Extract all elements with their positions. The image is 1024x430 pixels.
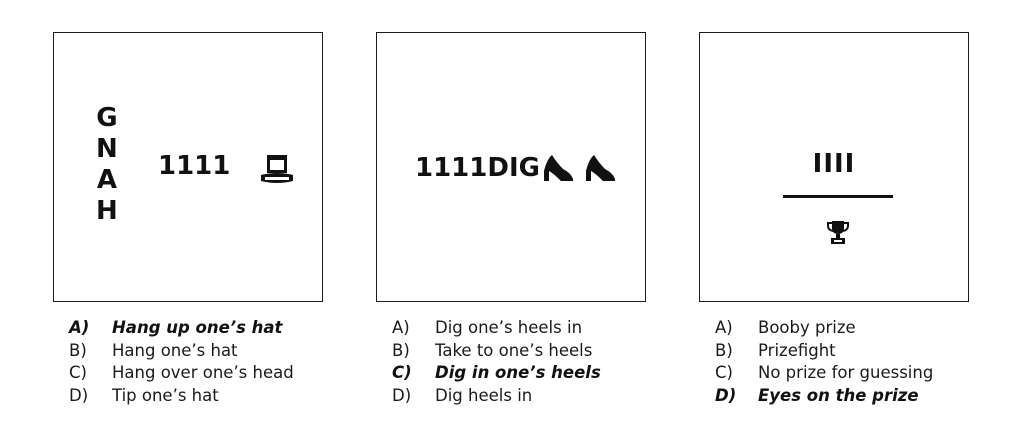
puzzle-panel-2: 1111DIG [376, 32, 646, 302]
option-item[interactable]: D) Dig heels in [392, 385, 601, 408]
option-item-correct[interactable]: D) Eyes on the prize [715, 385, 933, 408]
option-text: Hang over one’s head [112, 363, 294, 382]
trophy-icon [827, 221, 849, 244]
option-text: Dig in one’s heels [435, 363, 601, 382]
option-letter: A) [715, 318, 733, 337]
high-heel-icon [543, 155, 573, 181]
options-list-1: A) Hang up one’s hat B) Hang one’s hat C) H… [69, 317, 294, 407]
fraction-numerator: IIII [812, 149, 856, 179]
option-letter: A) [392, 318, 410, 337]
option-letter: B) [715, 340, 733, 360]
letter: N [96, 134, 118, 164]
letter: A [96, 165, 117, 195]
options-list-2: A) Dig one’s heels in B) Take to one’s hee… [392, 317, 601, 407]
option-letter: C) [69, 363, 87, 382]
option-text: Booby prize [758, 318, 856, 337]
option-letter: D) [392, 385, 412, 405]
option-text: Dig heels in [435, 385, 533, 405]
option-text: Take to one’s heels [435, 340, 593, 360]
letter: H [96, 196, 118, 226]
option-item[interactable]: C) Hang over one’s head [69, 362, 294, 385]
option-item[interactable]: B) Take to one’s heels [392, 340, 601, 363]
letter: G [96, 103, 118, 133]
option-item[interactable]: A) Booby prize [715, 317, 933, 340]
option-letter: C) [715, 363, 733, 382]
option-letter: B) [392, 340, 410, 360]
option-letter: D) [69, 385, 89, 405]
rebus-number: 1111 [158, 151, 231, 181]
top-hat-icon [261, 155, 293, 183]
option-item-correct[interactable]: A) Hang up one’s hat [69, 317, 294, 340]
option-text: Dig one’s heels in [435, 318, 583, 337]
option-letter: A) [69, 318, 90, 337]
option-letter: B) [69, 340, 87, 360]
high-heel-icon [585, 155, 615, 181]
options-list-3: A) Booby prize B) Prizefight C) No prize fo… [715, 317, 933, 407]
rebus-line: 1111DIG [415, 151, 617, 185]
option-item[interactable]: A) Dig one’s heels in [392, 317, 601, 340]
vertical-word: G N A H [96, 103, 118, 227]
fraction-bar [783, 195, 893, 198]
puzzle-panel-3: IIII [699, 32, 969, 302]
option-text: Eyes on the prize [758, 385, 919, 405]
option-text: Hang one’s hat [112, 340, 238, 360]
option-item[interactable]: B) Hang one’s hat [69, 340, 294, 363]
option-item-correct[interactable]: C) Dig in one’s heels [392, 362, 601, 385]
option-item[interactable]: C) No prize for guessing [715, 362, 933, 385]
option-letter: C) [392, 363, 412, 382]
puzzle-panel-1: G N A H 1111 [53, 32, 323, 302]
option-text: Hang up one’s hat [112, 318, 283, 337]
option-text: No prize for guessing [758, 363, 934, 382]
rebus-text: 1111DIG [415, 153, 540, 183]
option-text: Prizefight [758, 340, 836, 360]
option-item[interactable]: B) Prizefight [715, 340, 933, 363]
option-text: Tip one’s hat [112, 385, 219, 405]
option-letter: D) [715, 385, 737, 405]
option-item[interactable]: D) Tip one’s hat [69, 385, 294, 408]
